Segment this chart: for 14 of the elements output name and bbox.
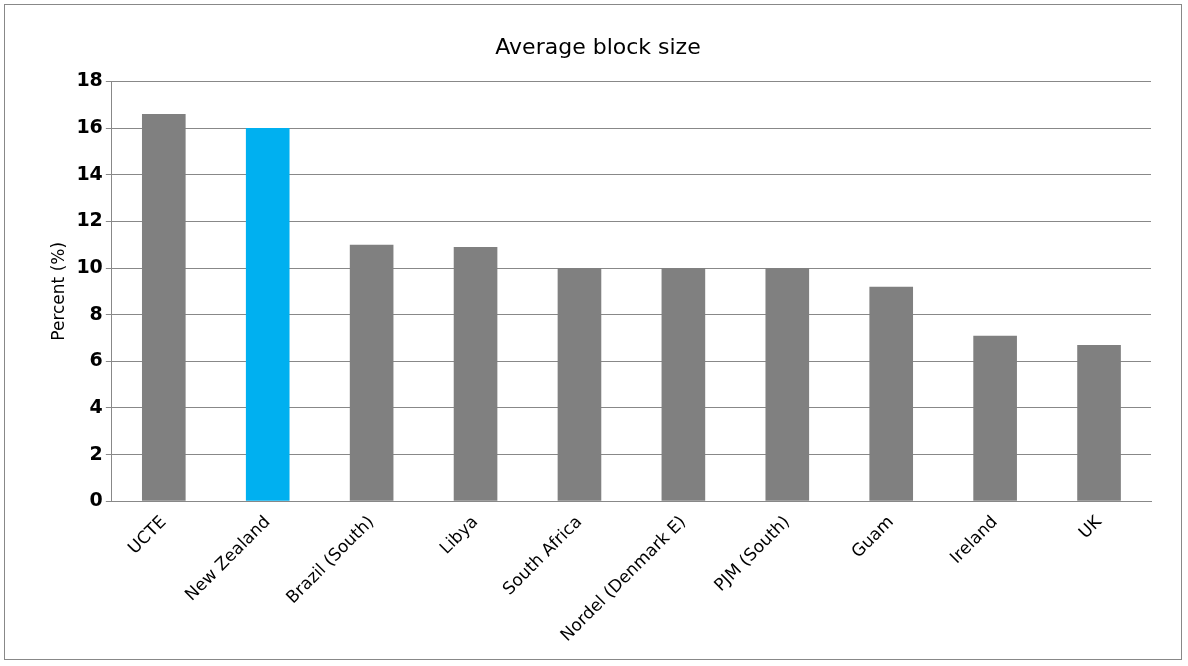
- y-tick-label: 10: [76, 254, 103, 277]
- y-tick-label: 2: [89, 441, 103, 464]
- y-tick-label: 4: [89, 394, 103, 417]
- chart-title: Average block size: [495, 33, 701, 59]
- y-tick-label: 6: [89, 348, 103, 371]
- y-tick-label: 12: [76, 208, 103, 231]
- y-tick-label: 0: [89, 488, 103, 511]
- x-tick-label: UK: [1074, 510, 1106, 543]
- y-tick-label: 14: [76, 161, 103, 184]
- bar: [245, 128, 290, 501]
- y-tick-label: 8: [89, 301, 103, 324]
- y-tick-label: 16: [76, 114, 103, 137]
- y-axis-title: Percent (%): [47, 241, 68, 341]
- y-tick-label: 18: [76, 68, 103, 91]
